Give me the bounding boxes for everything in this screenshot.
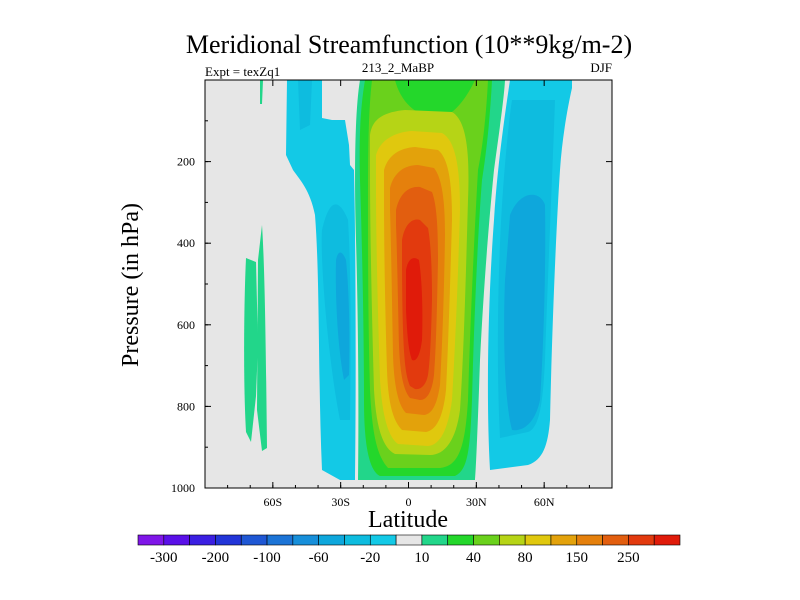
colorbar-label: 250 [617,550,640,566]
colorbar-label: 10 [414,550,429,566]
y-tick-label: 400 [177,236,195,250]
y-axis-label: Pressure (in hPa) [118,203,144,367]
x-axis: 60S 30S 0 30N 60N [227,80,590,509]
run-label: 213_2_MaBP [362,60,434,75]
tropical-peak [406,258,423,361]
x-tick-label: 30S [331,495,350,509]
colorbar-box [447,534,474,546]
contour-field [244,80,572,480]
chart-title: Meridional Streamfunction (10**9kg/m-2) [186,30,632,59]
y-tick-label: 800 [177,399,195,413]
colorbar-box [550,534,578,546]
colorbar-label: -100 [253,550,281,566]
y-tick-label: 1000 [171,481,195,495]
x-tick-label: 0 [406,495,412,509]
colorbar-box [163,534,190,546]
colorbar-box [215,534,242,546]
colorbar-label: -60 [309,550,329,566]
colorbar-box [266,534,294,546]
experiment-label: Expt = texZq1 [205,64,280,79]
colorbar-box [369,534,397,546]
colorbar-box [524,534,552,546]
colorbar-box [653,534,681,546]
y-tick-label: 200 [177,155,195,169]
colorbar-label: -20 [360,550,380,566]
colorbar-label: 80 [518,550,533,566]
colorbar-label: 40 [466,550,481,566]
colorbar-box [628,534,655,546]
sh-ferrel-top-shade [298,80,312,130]
colorbar-label: -300 [150,550,178,566]
x-tick-label: 60N [534,495,555,509]
nh-ferrel-core [504,194,546,431]
colorbar-box [499,534,526,546]
colorbar-label: 150 [566,550,589,566]
colorbar-box [421,534,449,546]
colorbar-box [318,534,345,546]
colorbar-box [576,534,603,546]
y-axis: 200 400 600 800 1000 [171,120,612,495]
season-label: DJF [590,60,612,75]
colorbar [137,534,681,546]
x-axis-label: Latitude [368,507,448,533]
colorbar-box [137,534,165,546]
colorbar-box [240,534,268,546]
sh-polar-cell-band [244,258,258,442]
sh-ferrel-core [335,252,350,380]
colorbar-box [292,534,319,546]
colorbar-box [473,534,500,546]
y-tick-label: 600 [177,318,195,332]
colorbar-box [189,534,216,546]
x-tick-label: 60S [263,495,282,509]
colorbar-labels: -300 -200 -100 -60 -20 10 40 80 150 250 [150,550,640,566]
colorbar-box [395,534,423,546]
colorbar-box [602,534,629,546]
colorbar-label: -200 [202,550,230,566]
sh-polar-cell-band-2 [257,225,267,451]
x-tick-label: 30N [466,495,487,509]
sh-polar-cell-top [260,80,263,104]
colorbar-box [344,534,371,546]
